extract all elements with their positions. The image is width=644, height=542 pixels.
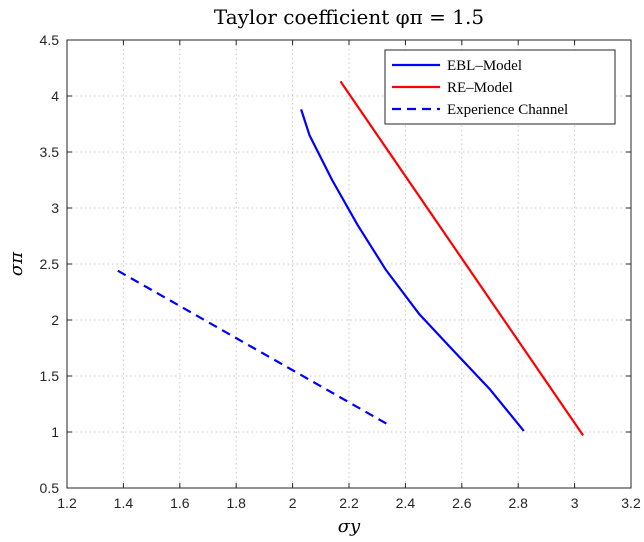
x-tick-label: 1.2 — [57, 495, 77, 511]
legend-entry-1: EBL–Model — [447, 58, 522, 74]
legend-entry-2: RE–Model — [447, 80, 513, 96]
y-tick-label: 4.5 — [40, 32, 60, 48]
y-tick-label: 3 — [51, 200, 59, 216]
y-axis-label: σπ — [6, 251, 27, 276]
x-tick-label: 1.4 — [114, 495, 134, 511]
x-tick-label: 3 — [571, 495, 579, 511]
x-tick-label: 1.6 — [170, 495, 190, 511]
x-axis-label: σy — [338, 516, 361, 537]
y-tick-label: 2.5 — [40, 256, 60, 272]
series-group — [117, 80, 585, 437]
series-line-3 — [117, 269, 392, 428]
x-tick-label: 2.2 — [339, 495, 359, 511]
y-tick-label: 1.5 — [40, 368, 60, 384]
y-tick-label: 3.5 — [40, 144, 60, 160]
x-tick-label: 2 — [289, 495, 297, 511]
legend-entry-3: Experience Channel — [447, 102, 568, 118]
series-line-1 — [300, 109, 525, 432]
legend: EBL–Model RE–Model Experience Channel — [384, 49, 616, 125]
y-tick-label: 4 — [51, 88, 59, 104]
x-tick-label: 2.4 — [396, 495, 416, 511]
chart-title: Taylor coefficient φπ = 1.5 — [214, 5, 484, 29]
x-tick-label: 2.8 — [508, 495, 528, 511]
y-tick-label: 2 — [51, 312, 59, 328]
series-line-2 — [339, 80, 585, 437]
y-tick-label: 1 — [51, 424, 59, 440]
x-tick-label: 1.8 — [226, 495, 246, 511]
y-tick-label: 0.5 — [40, 480, 60, 496]
ticks-group: 1.2 1.4 1.6 1.8 2 2.2 2.4 2.6 2.8 3 3.2 0.5 1 1.5 2 2.5… — [40, 32, 641, 511]
x-tick-label: 3.2 — [621, 495, 641, 511]
x-tick-label: 2.6 — [452, 495, 472, 511]
